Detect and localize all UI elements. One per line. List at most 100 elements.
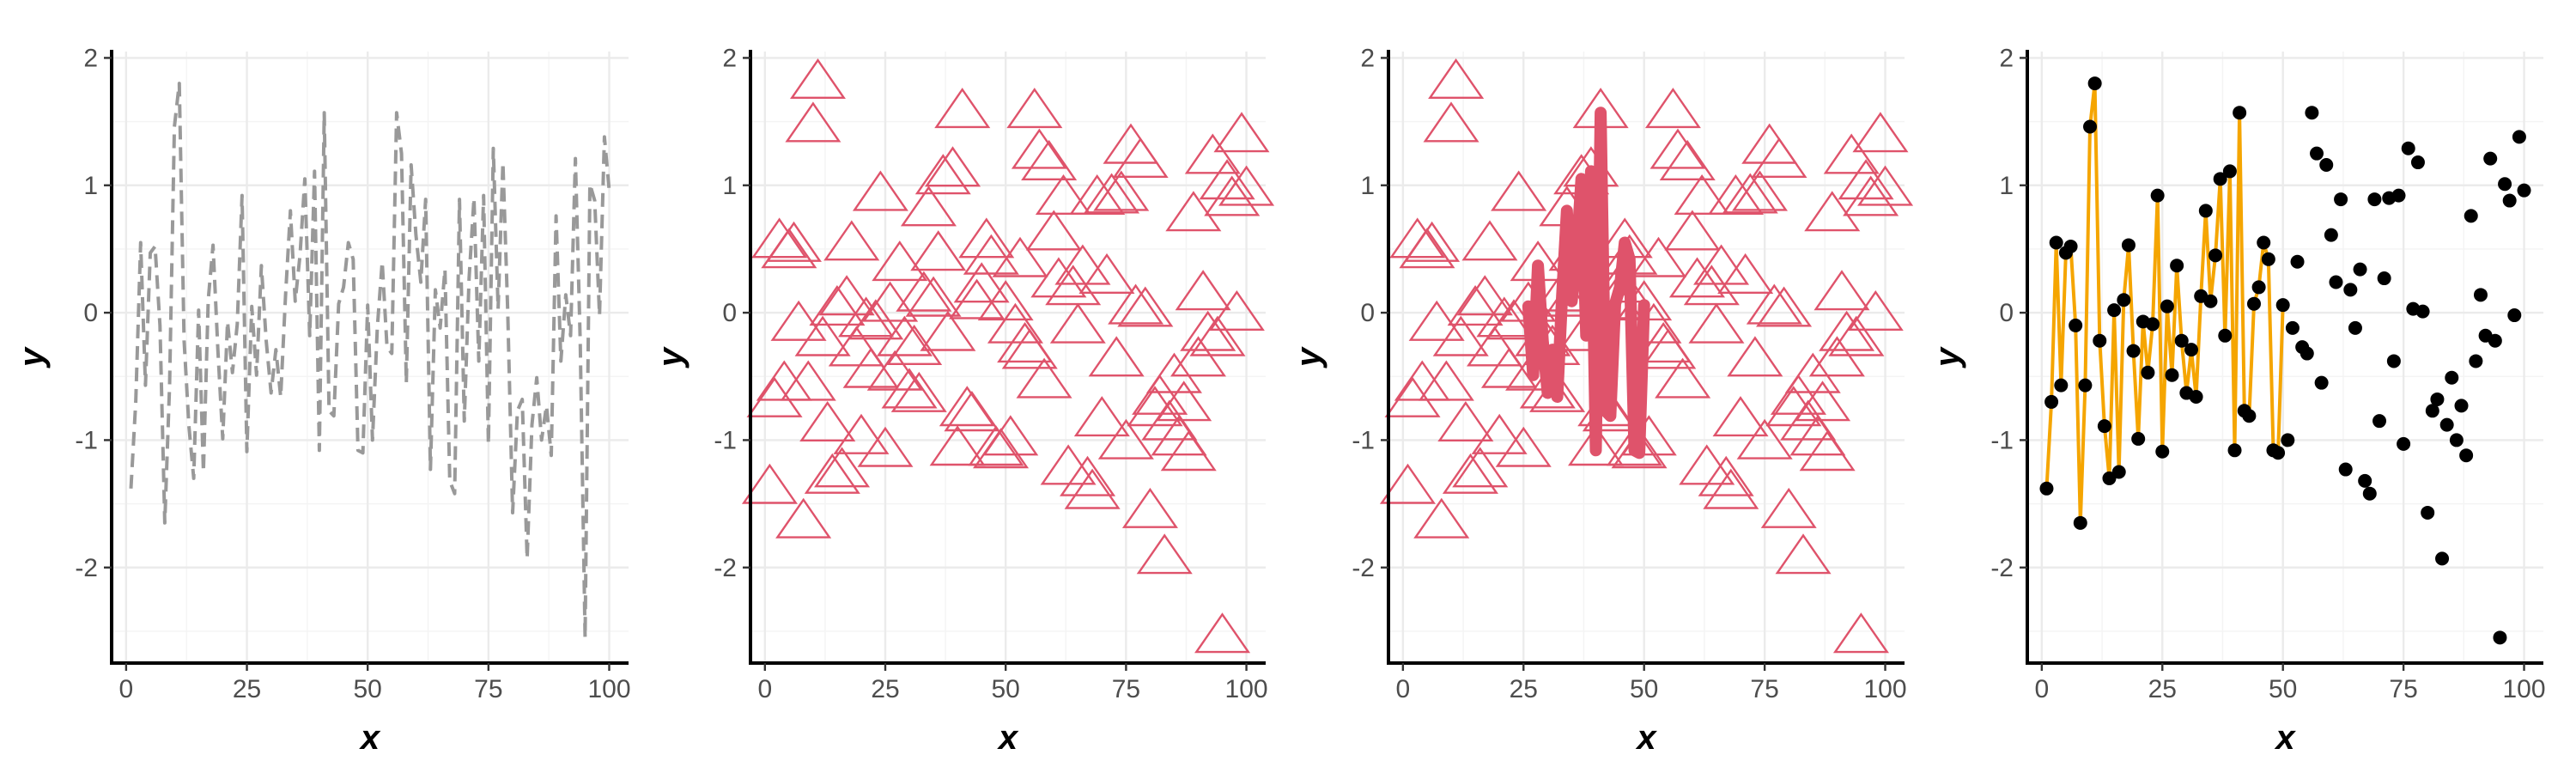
x-tick-label: 100 bbox=[1225, 675, 1268, 703]
data-point bbox=[1204, 175, 1261, 216]
data-point bbox=[2459, 448, 2474, 463]
data-point bbox=[2261, 252, 2275, 266]
data-point bbox=[1606, 425, 1662, 466]
data-point bbox=[1170, 336, 1226, 377]
data-point bbox=[2449, 433, 2464, 447]
data-point bbox=[1404, 221, 1461, 262]
data-point bbox=[953, 262, 1010, 303]
x-tick-label: 50 bbox=[353, 675, 381, 703]
data-point bbox=[2251, 280, 2266, 295]
x-tick-label: 100 bbox=[2503, 675, 2546, 703]
data-point bbox=[2174, 333, 2189, 348]
y-tick-label: 0 bbox=[1360, 299, 1375, 327]
data-point bbox=[828, 326, 884, 367]
x-tick-label: 100 bbox=[587, 675, 630, 703]
data-point bbox=[982, 415, 1039, 456]
data-point bbox=[1631, 236, 1687, 277]
data-point bbox=[1117, 286, 1174, 327]
data-point bbox=[1165, 191, 1222, 232]
y-axis-title: y bbox=[1929, 346, 1966, 368]
data-point bbox=[2281, 433, 2295, 447]
data-point bbox=[775, 497, 832, 539]
data-point bbox=[944, 391, 1000, 432]
data-point bbox=[833, 413, 890, 454]
data-point bbox=[2324, 228, 2338, 242]
y-axis-title: y bbox=[13, 346, 51, 368]
data-point bbox=[1121, 487, 1178, 528]
data-point bbox=[1819, 310, 1875, 351]
data-point bbox=[1795, 380, 1851, 422]
data-point bbox=[958, 217, 1015, 259]
data-point bbox=[1184, 133, 1241, 174]
data-point bbox=[1011, 128, 1067, 169]
data-point bbox=[2285, 320, 2300, 335]
data-point bbox=[949, 278, 1005, 320]
data-point bbox=[2078, 378, 2093, 393]
y-tick-label: 0 bbox=[83, 299, 98, 327]
data-point bbox=[1808, 336, 1865, 377]
data-point bbox=[852, 170, 908, 211]
data-point bbox=[1021, 139, 1078, 181]
data-point bbox=[1495, 426, 1552, 467]
data-point bbox=[2300, 346, 2314, 361]
data-point bbox=[872, 240, 928, 282]
data-point bbox=[1717, 253, 1774, 294]
data-point bbox=[1852, 112, 1909, 153]
data-point bbox=[2271, 446, 2286, 460]
data-point bbox=[1199, 159, 1255, 200]
data-point bbox=[785, 101, 841, 143]
data-point bbox=[992, 236, 1048, 277]
data-point bbox=[2473, 288, 2488, 302]
y-tick-label: -1 bbox=[75, 426, 98, 454]
data-point bbox=[2430, 392, 2445, 406]
data-point bbox=[987, 302, 1043, 344]
x-tick-label: 25 bbox=[1510, 675, 1538, 703]
data-point bbox=[2445, 370, 2459, 385]
data-point bbox=[2150, 188, 2165, 203]
data-point bbox=[1857, 165, 1914, 206]
data-point bbox=[1760, 487, 1817, 528]
data-point bbox=[2329, 275, 2343, 289]
data-point bbox=[1784, 352, 1841, 393]
data-point bbox=[2275, 298, 2290, 313]
data-point bbox=[1408, 300, 1465, 341]
data-point bbox=[2397, 436, 2411, 451]
series-line bbox=[129, 82, 611, 640]
data-point bbox=[2233, 106, 2247, 120]
data-point bbox=[1707, 173, 1764, 216]
data-point bbox=[2213, 172, 2227, 186]
data-point bbox=[1384, 376, 1441, 417]
data-point bbox=[905, 276, 962, 317]
y-tick-label: -2 bbox=[714, 554, 737, 582]
data-point bbox=[2421, 505, 2435, 520]
data-point bbox=[1775, 533, 1832, 575]
data-point bbox=[1073, 396, 1130, 437]
data-point bbox=[1145, 352, 1202, 393]
x-tick-label: 50 bbox=[2269, 675, 2297, 703]
x-tick-label: 0 bbox=[2035, 675, 2050, 703]
y-axis-title: y bbox=[652, 346, 690, 368]
data-point bbox=[1045, 265, 1102, 306]
y-tick-label: -1 bbox=[1352, 426, 1375, 454]
data-point bbox=[929, 425, 986, 466]
data-point bbox=[1097, 418, 1154, 460]
data-point bbox=[886, 324, 943, 365]
data-point bbox=[1175, 270, 1231, 311]
data-point bbox=[823, 220, 880, 261]
data-point bbox=[1156, 380, 1212, 422]
data-point bbox=[2454, 399, 2469, 413]
data-point bbox=[2208, 248, 2223, 263]
series-points bbox=[741, 58, 1275, 654]
data-point bbox=[2502, 193, 2517, 208]
data-point bbox=[2507, 308, 2522, 323]
x-tick-label: 75 bbox=[1750, 675, 1778, 703]
data-point bbox=[2083, 119, 2098, 134]
data-point bbox=[814, 447, 871, 488]
series-points bbox=[1379, 58, 1914, 654]
data-point bbox=[1644, 88, 1701, 129]
data-point bbox=[1847, 289, 1904, 331]
data-point bbox=[2117, 293, 2131, 307]
data-point bbox=[1659, 139, 1716, 181]
y-tick-label: 1 bbox=[83, 172, 98, 200]
data-point bbox=[741, 463, 798, 504]
